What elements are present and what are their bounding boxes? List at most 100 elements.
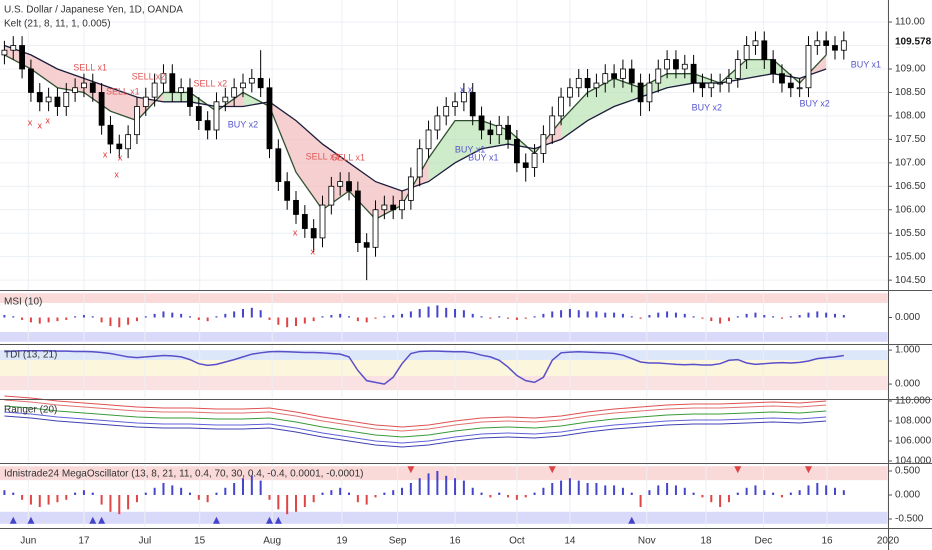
candle-body	[346, 181, 352, 192]
bar	[613, 312, 616, 318]
bar	[206, 317, 209, 322]
candle-body	[275, 148, 282, 183]
bar	[74, 316, 77, 318]
bar	[206, 494, 209, 503]
candle-body	[540, 134, 547, 154]
bar	[754, 312, 757, 318]
bar	[295, 494, 297, 512]
bar	[480, 492, 483, 495]
bar	[489, 494, 492, 498]
bar	[418, 309, 421, 318]
bar	[144, 316, 147, 318]
bar	[515, 494, 518, 500]
bar	[436, 305, 439, 318]
bar	[127, 317, 130, 325]
bar	[621, 487, 624, 495]
bar	[825, 485, 828, 495]
bar	[666, 311, 669, 318]
bar	[780, 494, 783, 498]
candle-body	[487, 129, 494, 136]
bar	[409, 483, 412, 495]
bar	[100, 494, 103, 505]
candle-body	[213, 101, 220, 131]
bar	[498, 492, 501, 495]
bar	[215, 316, 218, 318]
candle-body	[125, 134, 132, 150]
kelt-line	[4, 54, 827, 220]
y-tick-label: 106.000	[895, 436, 932, 447]
bar	[409, 311, 412, 318]
bar	[65, 494, 68, 500]
bar	[524, 317, 527, 319]
bar	[268, 494, 271, 500]
candle-body	[673, 59, 679, 70]
bar	[568, 309, 571, 318]
panel-title: TDI (13, 21)	[4, 350, 57, 361]
candle-body	[81, 82, 87, 89]
bar	[674, 485, 677, 495]
bar	[374, 317, 377, 319]
bar	[38, 317, 41, 324]
bar	[507, 317, 510, 319]
sell-signal	[548, 466, 556, 474]
candle-body	[567, 87, 573, 98]
bar	[144, 492, 147, 495]
bar	[153, 313, 156, 318]
bar	[621, 313, 624, 318]
bar	[233, 311, 236, 318]
candle-body	[743, 45, 750, 60]
bar	[551, 311, 554, 318]
bar	[162, 483, 165, 495]
bar	[454, 309, 457, 318]
panel-title: Ranger (20)	[4, 405, 57, 416]
bar	[12, 492, 15, 495]
candle-body	[1, 49, 8, 56]
bar	[763, 315, 766, 318]
y-tick-label: 105.00	[895, 251, 926, 262]
candle-body	[505, 124, 511, 140]
bar	[507, 494, 510, 498]
bar	[339, 487, 342, 495]
buy-signal	[27, 516, 35, 524]
x-tick-label: Dec	[755, 536, 773, 547]
panel-title: Idnistrade24 MegaOscillator (13, 8, 21, …	[4, 469, 363, 480]
bar	[348, 492, 351, 495]
bar	[188, 492, 191, 495]
candle-body	[134, 106, 140, 136]
bar	[3, 315, 6, 318]
candle-body	[407, 176, 414, 201]
bar	[321, 492, 324, 495]
bar	[303, 494, 306, 507]
band	[0, 293, 888, 303]
bar	[471, 487, 474, 495]
bar	[250, 307, 253, 318]
candle-body	[664, 59, 671, 70]
signal-label: SELL x2	[132, 71, 166, 81]
signal-label: SELL x1	[306, 152, 340, 162]
kelt-fill	[455, 120, 482, 163]
bar	[21, 317, 24, 320]
y-tick-label: 104.000	[895, 456, 932, 467]
bar	[692, 492, 695, 495]
candle-body	[390, 204, 397, 211]
y-tick-label: 107.50	[895, 134, 926, 145]
bar	[383, 316, 386, 318]
bar	[648, 315, 651, 318]
kelt-fill	[110, 87, 137, 121]
bar	[180, 487, 183, 495]
bar	[241, 309, 244, 318]
candle-body	[628, 68, 635, 84]
candle-body	[593, 82, 600, 89]
bar	[188, 316, 191, 318]
candle-body	[354, 190, 361, 244]
candle-body	[310, 228, 317, 239]
bar	[789, 316, 792, 318]
candle-body	[584, 77, 591, 89]
bar	[427, 306, 430, 318]
bar	[303, 317, 306, 324]
candle-body	[832, 45, 838, 51]
y-tick-label: 0.500	[895, 466, 920, 477]
bar	[295, 317, 297, 326]
bar	[392, 315, 395, 318]
